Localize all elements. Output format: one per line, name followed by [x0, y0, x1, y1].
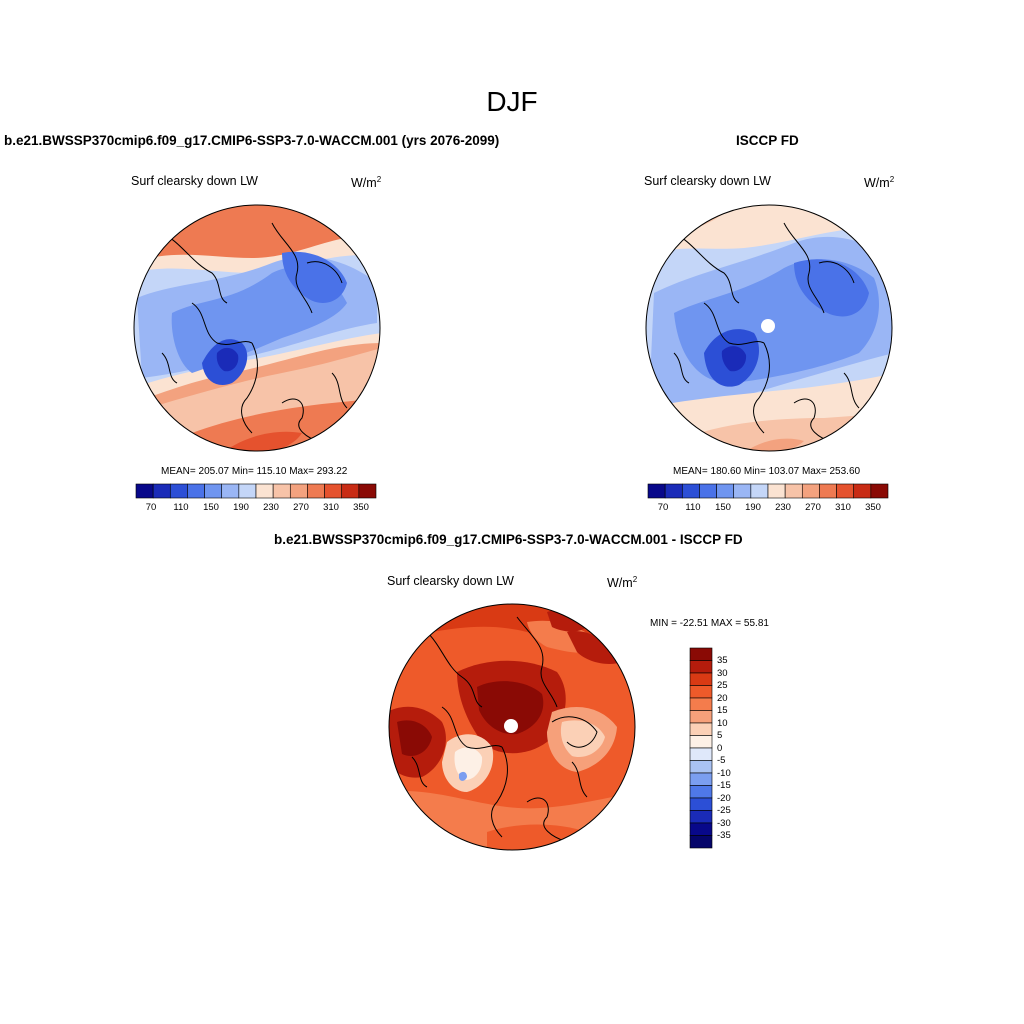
cb-label: 35	[717, 655, 728, 666]
cb-label: 10	[717, 718, 728, 729]
cb-label: 150	[715, 502, 731, 513]
cb-label: 25	[717, 680, 728, 691]
colorbar-swatch	[135, 483, 154, 499]
colorbar-swatch	[689, 672, 713, 686]
cb-label: -30	[717, 818, 731, 829]
cb-label: 230	[775, 502, 791, 513]
panel-1-stats: MEAN= 205.07 Min= 115.10 Max= 293.22	[161, 466, 348, 477]
panel-2-stats: MEAN= 180.60 Min= 103.07 Max= 253.60	[673, 466, 861, 477]
colorbar-swatch	[689, 697, 713, 711]
colorbar-swatch	[819, 483, 837, 499]
panel-2-units: W/m2	[864, 175, 895, 191]
colorbar-swatch	[221, 483, 240, 499]
colorbar-swatch	[689, 710, 713, 724]
colorbar-swatch	[689, 772, 713, 786]
colorbar-swatch	[689, 685, 713, 699]
colorbar-swatch	[152, 483, 171, 499]
colorbar-swatch	[853, 483, 872, 499]
panel-1-variable: Surf clearsky down LW	[131, 174, 258, 188]
cb-label: 350	[353, 502, 369, 513]
cb-label: 20	[717, 693, 728, 704]
colorbar-swatch	[341, 483, 360, 499]
cb-label: 15	[717, 705, 728, 716]
cb-label: -10	[717, 768, 731, 779]
cb-label: 110	[173, 502, 189, 513]
cb-label: -5	[717, 755, 726, 766]
colorbar-swatch	[289, 483, 308, 499]
cb-label: 230	[263, 502, 279, 513]
colorbar-swatch	[699, 483, 717, 499]
panel-2-map	[645, 204, 893, 452]
cb-label: 0	[717, 743, 723, 754]
colorbar-swatch	[689, 722, 713, 736]
panel-3-colorbar	[689, 647, 713, 849]
colorbar-swatch	[689, 660, 713, 674]
panel-3-title: b.e21.BWSSP370cmip6.f09_g17.CMIP6-SSP3-7…	[274, 532, 743, 547]
panel-3-stats: MIN = -22.51 MAX = 55.81	[650, 618, 769, 629]
colorbar-swatch	[689, 785, 713, 799]
panel-1-title: b.e21.BWSSP370cmip6.f09_g17.CMIP6-SSP3-7…	[4, 133, 500, 148]
colorbar-swatch	[750, 483, 769, 499]
colorbar-swatch	[836, 483, 855, 499]
cb-label: 150	[203, 502, 219, 513]
panel-1-units: W/m2	[351, 175, 382, 191]
colorbar-swatch	[689, 760, 713, 774]
cb-label: 270	[805, 502, 821, 513]
colorbar-swatch	[664, 483, 683, 499]
cb-label: 70	[145, 502, 157, 513]
cb-label: -35	[717, 830, 731, 841]
panel-1-colorbar	[135, 483, 377, 499]
cb-label: 30	[717, 668, 728, 679]
panel-2-colorbar	[647, 483, 889, 499]
panel-2-variable: Surf clearsky down LW	[644, 174, 771, 188]
panel-1-map	[133, 204, 381, 452]
colorbar-swatch	[689, 797, 713, 811]
colorbar-swatch	[689, 835, 713, 849]
colorbar-swatch	[324, 483, 343, 499]
panel-3-variable: Surf clearsky down LW	[387, 574, 514, 588]
colorbar-swatch	[689, 735, 713, 749]
colorbar-swatch	[689, 647, 713, 661]
panel-2-title: ISCCP FD	[736, 133, 799, 148]
colorbar-swatch	[870, 483, 889, 499]
cb-label: 70	[657, 502, 669, 513]
panel-3-units: W/m2	[607, 575, 638, 591]
colorbar-swatch	[204, 483, 223, 499]
colorbar-swatch	[716, 483, 735, 499]
colorbar-swatch	[784, 483, 803, 499]
cb-label: -25	[717, 805, 731, 816]
panel-2-colorbar-labels: 70 110 150 190 230 270 310 350	[648, 502, 888, 514]
panel-1-colorbar-labels: 70 110 150 190 230 270 310 350	[136, 502, 376, 514]
colorbar-swatch	[689, 747, 713, 761]
colorbar-swatch	[681, 483, 700, 499]
panel-3-colorbar-labels: 35 30 25 20 15 10 5 0 -5 -10 -15 -20 -25…	[717, 648, 757, 848]
colorbar-swatch	[689, 822, 713, 836]
panel-3-map	[388, 603, 636, 851]
colorbar-swatch	[647, 483, 666, 499]
cb-label: 310	[835, 502, 851, 513]
colorbar-swatch	[358, 483, 377, 499]
cb-label: 310	[323, 502, 339, 513]
cb-label: 190	[233, 502, 249, 513]
cb-label: 350	[865, 502, 881, 513]
colorbar-swatch	[767, 483, 786, 499]
colorbar-swatch	[169, 483, 188, 499]
colorbar-swatch	[801, 483, 820, 499]
colorbar-swatch	[255, 483, 274, 499]
cb-label: 110	[685, 502, 701, 513]
cb-label: 270	[293, 502, 309, 513]
colorbar-swatch	[733, 483, 752, 499]
cb-label: -15	[717, 780, 731, 791]
page-title: DJF	[486, 86, 538, 117]
cb-label: 5	[717, 730, 723, 741]
colorbar-swatch	[689, 810, 713, 824]
cb-label: 190	[745, 502, 761, 513]
colorbar-swatch	[238, 483, 257, 499]
cb-label: -20	[717, 793, 731, 804]
colorbar-swatch	[187, 483, 205, 499]
colorbar-swatch	[272, 483, 291, 499]
colorbar-swatch	[307, 483, 325, 499]
